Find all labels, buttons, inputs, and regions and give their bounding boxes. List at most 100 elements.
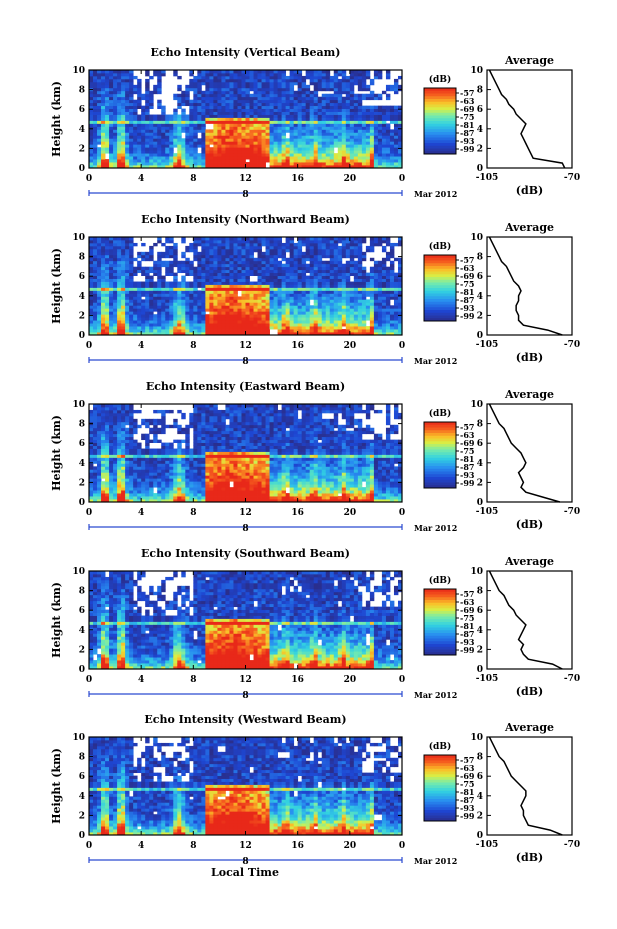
heatmap-cell: [109, 293, 114, 297]
heatmap-cell: [229, 159, 234, 163]
heatmap-cell: [205, 117, 210, 121]
heatmap-cell: [101, 251, 106, 256]
heatmap-cell: [381, 123, 387, 127]
heatmap-cell: [213, 317, 218, 321]
heatmap-cell: [217, 320, 222, 324]
heatmap-cell: [245, 237, 250, 241]
heatmap-cell: [141, 257, 146, 262]
heatmap-cell: [165, 237, 170, 241]
heatmap-cell: [225, 105, 230, 110]
heatmap-cell: [189, 132, 194, 136]
heatmap-cell: [261, 332, 266, 336]
heatmap-cell: [189, 102, 194, 107]
heatmap-cell: [165, 156, 170, 160]
colorbar-swatch: [424, 290, 456, 294]
heatmap-cell: [105, 239, 110, 244]
heatmap-cell: [237, 147, 242, 151]
heatmap-cell: [245, 75, 250, 80]
heatmap-cell: [297, 248, 303, 253]
heatmap-cell: [369, 239, 375, 244]
heatmap-cell: [193, 111, 198, 115]
heatmap-cell: [377, 162, 383, 166]
heatmap-cell: [277, 242, 283, 247]
heatmap-cell: [153, 305, 158, 309]
heatmap-cell: [209, 305, 214, 309]
heatmap-cell: [245, 266, 250, 271]
heatmap-cell: [365, 108, 371, 112]
heatmap-cell: [361, 123, 367, 127]
heatmap-cell: [153, 317, 158, 321]
heatmap-cell: [165, 284, 170, 288]
heatmap-cell: [129, 257, 134, 262]
heatmap-cell: [337, 272, 343, 277]
heatmap-cell: [365, 275, 371, 279]
heatmap-cell: [209, 147, 214, 151]
heatmap-cell: [105, 165, 110, 169]
heatmap-cell: [125, 153, 130, 157]
heatmap-cell: [109, 96, 114, 101]
heatmap-cell: [317, 135, 323, 139]
heatmap-cell: [289, 311, 295, 315]
heatmap-cell: [101, 296, 106, 300]
heatmap-cell: [157, 323, 162, 327]
heatmap-cell: [93, 317, 98, 321]
heatmap-cell: [249, 138, 254, 142]
heatmap-cell: [181, 138, 186, 142]
heatmap-cell: [397, 135, 403, 139]
heatmap-cell: [261, 251, 266, 256]
heatmap-cell: [153, 242, 158, 247]
heatmap-cell: [93, 320, 98, 324]
avg-y-tick-label: 6: [477, 272, 483, 282]
heatmap-cell: [93, 266, 98, 271]
heatmap-cell: [197, 84, 202, 89]
heatmap-cell: [301, 320, 307, 324]
heatmap-cell: [105, 70, 110, 74]
heatmap-cell: [313, 320, 319, 324]
heatmap-cell: [113, 308, 118, 312]
heatmap-cell: [233, 329, 238, 333]
heatmap-cell: [229, 135, 234, 139]
heatmap-cell: [329, 132, 335, 136]
heatmap-cell: [345, 120, 351, 124]
heatmap-cell: [185, 93, 190, 98]
heatmap-cell: [193, 254, 198, 259]
heatmap-cell: [393, 144, 399, 148]
colorbar-swatch: [424, 145, 456, 149]
heatmap-cell: [393, 147, 399, 151]
heatmap-cell: [261, 281, 266, 285]
heatmap-cell: [173, 299, 178, 303]
heatmap-cell: [89, 72, 94, 77]
heatmap-cell: [381, 317, 387, 321]
heatmap-cell: [97, 108, 102, 112]
heatmap-cell: [129, 278, 134, 282]
heatmap-cell: [117, 237, 122, 241]
heatmap-cell: [341, 105, 347, 110]
heatmap-cell: [333, 281, 339, 285]
heatmap-cell: [97, 490, 102, 494]
heatmap-cell: [157, 269, 162, 274]
heatmap-cell: [185, 123, 190, 127]
heatmap-cell: [101, 299, 106, 303]
heatmap-cell: [253, 293, 258, 297]
heatmap-cell: [373, 329, 379, 333]
heatmap-cell: [189, 141, 194, 145]
heatmap-cell: [329, 147, 335, 151]
heatmap-cell: [345, 302, 351, 306]
heatmap-cell: [237, 305, 242, 309]
heatmap-cell: [337, 296, 343, 300]
heatmap-cell: [185, 138, 190, 142]
heatmap-cell: [241, 102, 246, 107]
heatmap-cell: [141, 332, 146, 336]
heatmap-cell: [261, 99, 266, 104]
heatmap-cell: [209, 165, 214, 169]
heatmap-cell: [341, 114, 347, 118]
heatmap-cell: [293, 120, 299, 124]
heatmap-cell: [233, 159, 238, 163]
heatmap-cell: [257, 245, 262, 250]
heatmap-cell: [365, 290, 371, 294]
heatmap-cell: [289, 275, 295, 279]
heatmap-cell: [129, 329, 134, 333]
heatmap-cell: [237, 159, 242, 163]
heatmap-cell: [273, 135, 279, 139]
heatmap-cell: [369, 159, 375, 163]
